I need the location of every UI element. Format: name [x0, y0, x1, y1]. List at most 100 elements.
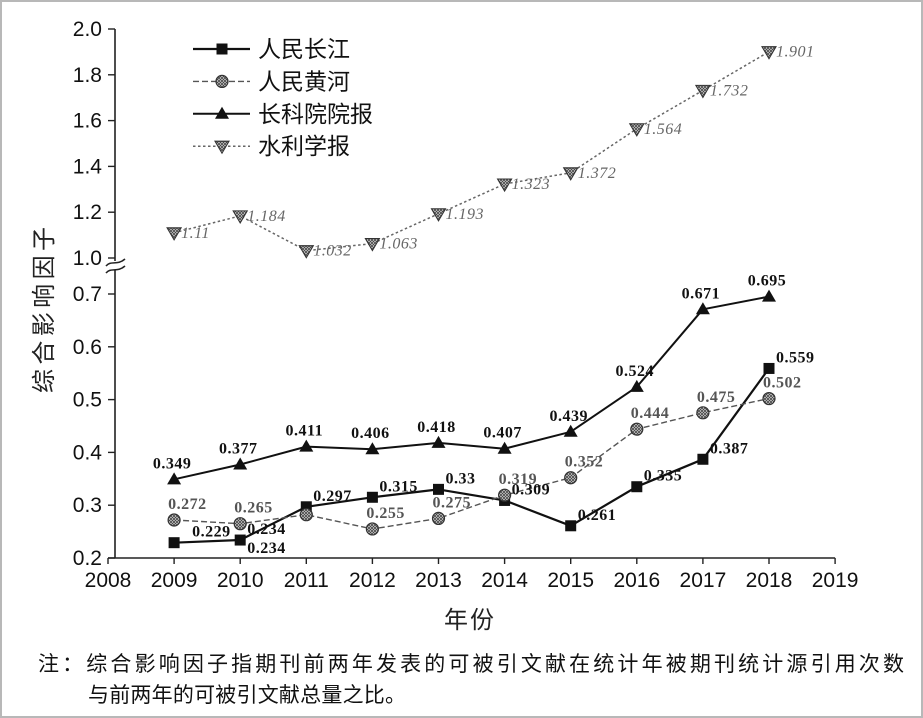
x-tick-label-2013: 2013	[415, 569, 462, 592]
renmin-changjiang-point-2017	[697, 453, 709, 465]
legend-marker-renmin-huanghe	[215, 74, 229, 89]
renmin-changjiang-point-2009	[168, 537, 180, 549]
series-markers	[166, 46, 777, 549]
changkeyuan-yuanbao-label-2014: 0.407	[483, 425, 522, 442]
changkeyuan-yuanbao-label-2012: 0.406	[351, 425, 390, 442]
shuili-xuebao-point-2017	[694, 84, 711, 99]
changkeyuan-yuanbao-label-2015: 0.439	[549, 408, 588, 425]
renmin-huanghe-label-2017: 0.475	[697, 389, 736, 406]
changkeyuan-yuanbao-label-2009: 0.349	[153, 455, 192, 472]
shuili-xuebao-label-2010: 1.184	[247, 208, 286, 225]
renmin-changjiang-label-2015: 0.261	[578, 507, 617, 524]
renmin-changjiang-label-2018: 0.559	[776, 349, 815, 366]
renmin-changjiang-point-2018	[763, 362, 775, 374]
renmin-huanghe-point-2018	[762, 391, 776, 406]
renmin-huanghe-point-2017	[696, 406, 710, 420]
x-tick-label-2015: 2015	[547, 569, 594, 592]
x-tick-label-2019: 2019	[812, 569, 859, 592]
shuili-xuebao-label-2013: 1.193	[446, 206, 485, 223]
plot-area: 2008 2009 2010 2011 2012 2013 2014 2015 2016 2017…	[73, 18, 859, 592]
renmin-changjiang-label-2014: 0.309	[512, 481, 550, 498]
renmin-changjiang-label-2016: 0.335	[644, 468, 683, 485]
y-tick-label-1.2: 1.2	[73, 201, 102, 224]
changkeyuan-yuanbao-point-2012	[365, 442, 380, 455]
x-tick-label-2016: 2016	[613, 569, 660, 592]
y-tick-label-0.7: 0.7	[73, 283, 102, 306]
data-labels: 0.229 0.234 0.297 0.315 0.33 0.309 0.261 0.335 0…	[153, 44, 815, 557]
shuili-xuebao-point-2018	[761, 46, 777, 60]
legend-item-shuili-xuebao: 水利学报	[193, 134, 350, 160]
legend-label-shuili-xuebao: 水利学报	[258, 134, 350, 160]
changkeyuan-yuanbao-label-2010: 0.377	[219, 441, 258, 458]
renmin-changjiang-line	[174, 367, 770, 544]
renmin-changjiang-point-2010	[234, 534, 246, 546]
shuili-xuebao-point-2012	[364, 238, 381, 252]
changkeyuan-yuanbao-point-2014	[497, 441, 512, 454]
changkeyuan-yuanbao-markers	[167, 289, 776, 485]
shuili-xuebao-label-2017: 1.732	[710, 82, 749, 99]
series-lines	[173, 51, 770, 544]
renmin-huanghe-point-2016	[630, 422, 644, 436]
axis-break-mark	[105, 258, 126, 274]
changkeyuan-yuanbao-label-2011: 0.411	[285, 423, 323, 440]
renmin-changjiang-point-2012	[366, 491, 378, 503]
changkeyuan-yuanbao-line	[173, 295, 770, 481]
renmin-huanghe-point-2014	[498, 488, 512, 502]
x-tick-label-2011: 2011	[284, 569, 329, 592]
shuili-xuebao-markers	[166, 46, 777, 259]
y-tick-label-1.0: 1.0	[73, 247, 102, 270]
shuili-xuebao-point-2014	[496, 178, 513, 193]
shuili-xuebao-point-2010	[232, 210, 249, 224]
y-tick-label-0.6: 0.6	[73, 336, 102, 359]
y-tick-label-0.5: 0.5	[73, 389, 102, 412]
renmin-changjiang-point-2015	[565, 520, 577, 532]
legend-label-renmin-huanghe: 人民黄河	[258, 69, 350, 95]
axes: 2008 2009 2010 2011 2012 2013 2014 2015 2016 2017…	[73, 18, 859, 592]
shuili-xuebao-point-2016	[628, 123, 645, 137]
y-tick-label-1.6: 1.6	[73, 110, 102, 133]
renmin-huanghe-point-2015	[564, 471, 578, 485]
shuili-xuebao-label-2012: 1.063	[379, 236, 418, 253]
renmin-huanghe-point-2012	[365, 522, 379, 536]
legend-item-renmin-changjiang: 人民长江	[193, 37, 350, 63]
renmin-changjiang-label-2017: 0.387	[710, 440, 749, 457]
x-tick-label-2017: 2017	[680, 569, 727, 592]
renmin-huanghe-point-2009	[167, 513, 181, 527]
shuili-xuebao-label-2018: 1.901	[776, 44, 815, 61]
renmin-huanghe-markers	[167, 391, 776, 536]
y-tick-label-0.3: 0.3	[73, 494, 102, 517]
x-tick-label-2014: 2014	[481, 569, 528, 592]
renmin-huanghe-label-2014: 0.319	[499, 471, 537, 488]
x-tick-label-2018: 2018	[746, 569, 793, 592]
annotation-label-0: 0.234	[247, 540, 286, 557]
x-axis-title: 年份	[444, 606, 496, 634]
changkeyuan-yuanbao-point-2009	[167, 472, 182, 485]
renmin-huanghe-label-2012: 0.255	[366, 505, 405, 522]
legend-marker-changkeyuan-yuanbao	[215, 106, 229, 119]
shuili-xuebao-label-2011: 1.032	[313, 243, 352, 260]
shuili-xuebao-line	[173, 51, 770, 252]
shuili-xuebao-point-2013	[430, 208, 447, 222]
y-tick-label-1.4: 1.4	[73, 155, 103, 178]
shuili-xuebao-label-2015: 1.372	[578, 165, 617, 182]
renmin-changjiang-label-2011: 0.297	[313, 488, 352, 505]
renmin-huanghe-label-2015: 0.352	[565, 454, 604, 471]
renmin-changjiang-label-2010: 0.234	[247, 521, 286, 538]
x-tick-label-2012: 2012	[349, 569, 396, 592]
renmin-huanghe-line	[174, 397, 770, 530]
changkeyuan-yuanbao-point-2015	[563, 424, 578, 437]
changkeyuan-yuanbao-point-2011	[299, 439, 314, 452]
changkeyuan-yuanbao-label-2016: 0.524	[616, 363, 655, 380]
y-tick-label-1.8: 1.8	[73, 64, 102, 87]
renmin-huanghe-label-2009: 0.272	[168, 496, 207, 513]
legend-item-changkeyuan-yuanbao: 长科院院报	[193, 102, 373, 128]
shuili-xuebao-point-2011	[298, 245, 315, 259]
renmin-huanghe-point-2010	[233, 517, 247, 531]
shuili-xuebao-label-2014: 1.323	[512, 176, 550, 193]
axis-break-stroke-bottom	[105, 265, 126, 274]
legend-marker-shuili-xuebao	[214, 140, 230, 155]
renmin-huanghe-label-2018: 0.502	[763, 375, 802, 392]
